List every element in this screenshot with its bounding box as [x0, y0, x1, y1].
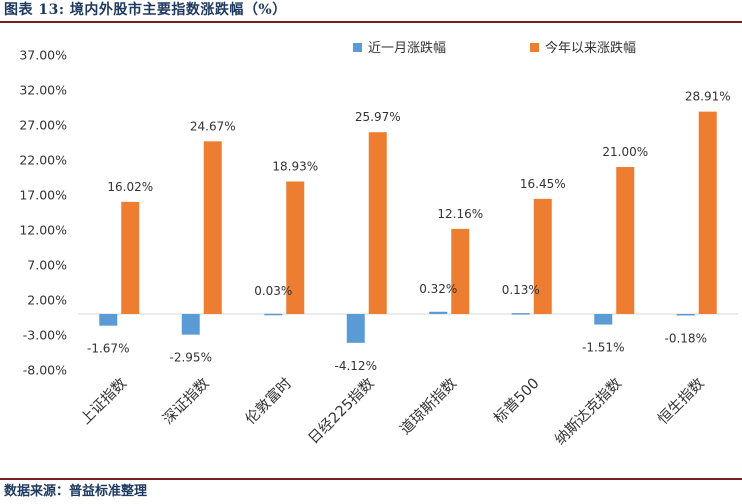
- monthly-change-label: -2.95%: [170, 351, 212, 365]
- category-label: 恒生指数: [655, 374, 708, 427]
- category-label: 上证指数: [77, 374, 130, 427]
- monthly-change-bar: [99, 314, 118, 326]
- category-label: 伦敦富时: [241, 374, 295, 428]
- category-label: 日经225指数: [305, 374, 378, 447]
- bottom-divider: [0, 478, 742, 480]
- legend-label-ytd: 今年以来涨跌幅: [545, 40, 636, 56]
- chart-title: 图表 13: 境内外股市主要指数涨跌幅（%）: [4, 2, 287, 18]
- category-label: 道琼斯指数: [397, 374, 461, 438]
- ytd-change-bar: [121, 201, 140, 314]
- monthly-change-bar: [181, 314, 200, 335]
- monthly-change-label: 0.03%: [254, 284, 292, 298]
- bar-chart: 37.00% 32.00% 27.00% 22.00% 17.00% 12.00% 7.00…: [19, 40, 738, 448]
- monthly-change-bar: [594, 314, 613, 325]
- y-tick-label: 12.00%: [19, 223, 67, 238]
- monthly-change-label: -4.12%: [335, 359, 377, 373]
- y-tick-label: 2.00%: [27, 293, 67, 308]
- ytd-change-label: 12.16%: [437, 207, 483, 221]
- y-tick-label: 27.00%: [19, 118, 67, 133]
- ytd-change-bar: [616, 167, 635, 314]
- monthly-change-bar: [346, 314, 365, 343]
- y-tick-label: 32.00%: [19, 83, 67, 98]
- top-divider: [0, 21, 742, 23]
- data-labels: -1.67% 16.02% -2.95% 24.67% 0.03% 18.93% -4.12…: [87, 90, 731, 373]
- ytd-change-bar: [533, 198, 552, 314]
- ytd-change-label: 25.97%: [355, 110, 401, 124]
- ytd-change-bar: [698, 111, 717, 314]
- category-label: 深证指数: [160, 374, 213, 427]
- y-tick-label: 17.00%: [19, 188, 67, 203]
- legend-label-monthly: 近一月涨跌幅: [368, 40, 446, 56]
- monthly-change-label: -0.18%: [665, 331, 707, 345]
- ytd-change-label: 16.02%: [107, 180, 153, 194]
- monthly-change-label: 0.13%: [502, 283, 540, 297]
- monthly-change-bar: [511, 313, 530, 315]
- source-note: 数据来源：普益标准整理: [4, 484, 148, 499]
- category-label: 标普500: [490, 375, 542, 427]
- ytd-change-label: 28.91%: [685, 90, 731, 104]
- ytd-change-bar: [286, 181, 305, 314]
- y-tick-label: 7.00%: [27, 258, 67, 273]
- legend-swatch-ytd: [530, 43, 539, 52]
- legend: 近一月涨跌幅 今年以来涨跌幅: [353, 40, 636, 56]
- category-label: 纳斯达克指数: [552, 374, 626, 448]
- monthly-change-bar: [264, 313, 283, 316]
- ytd-change-bar: [203, 141, 222, 314]
- bars: [99, 111, 717, 343]
- ytd-change-bar: [451, 228, 470, 314]
- monthly-change-label: -1.51%: [582, 341, 624, 355]
- monthly-change-bar: [676, 314, 695, 316]
- monthly-change-label: -1.67%: [87, 342, 129, 356]
- y-axis: 37.00% 32.00% 27.00% 22.00% 17.00% 12.00% 7.00…: [19, 48, 738, 378]
- category-labels: 上证指数 深证指数 伦敦富时 日经225指数 道琼斯指数 标普500 纳斯达克指数 恒生指数: [77, 374, 708, 448]
- y-tick-label: -3.00%: [23, 328, 67, 343]
- ytd-change-label: 24.67%: [190, 119, 236, 133]
- y-tick-label: 22.00%: [19, 153, 67, 168]
- ytd-change-bar: [368, 132, 387, 314]
- monthly-change-label: 0.32%: [419, 282, 457, 296]
- ytd-change-label: 21.00%: [602, 145, 648, 159]
- monthly-change-bar: [429, 311, 448, 314]
- y-tick-label: -8.00%: [23, 363, 67, 378]
- ytd-change-label: 16.45%: [520, 177, 566, 191]
- ytd-change-label: 18.93%: [272, 159, 318, 173]
- y-tick-label: 37.00%: [19, 48, 67, 63]
- legend-swatch-monthly: [353, 43, 362, 52]
